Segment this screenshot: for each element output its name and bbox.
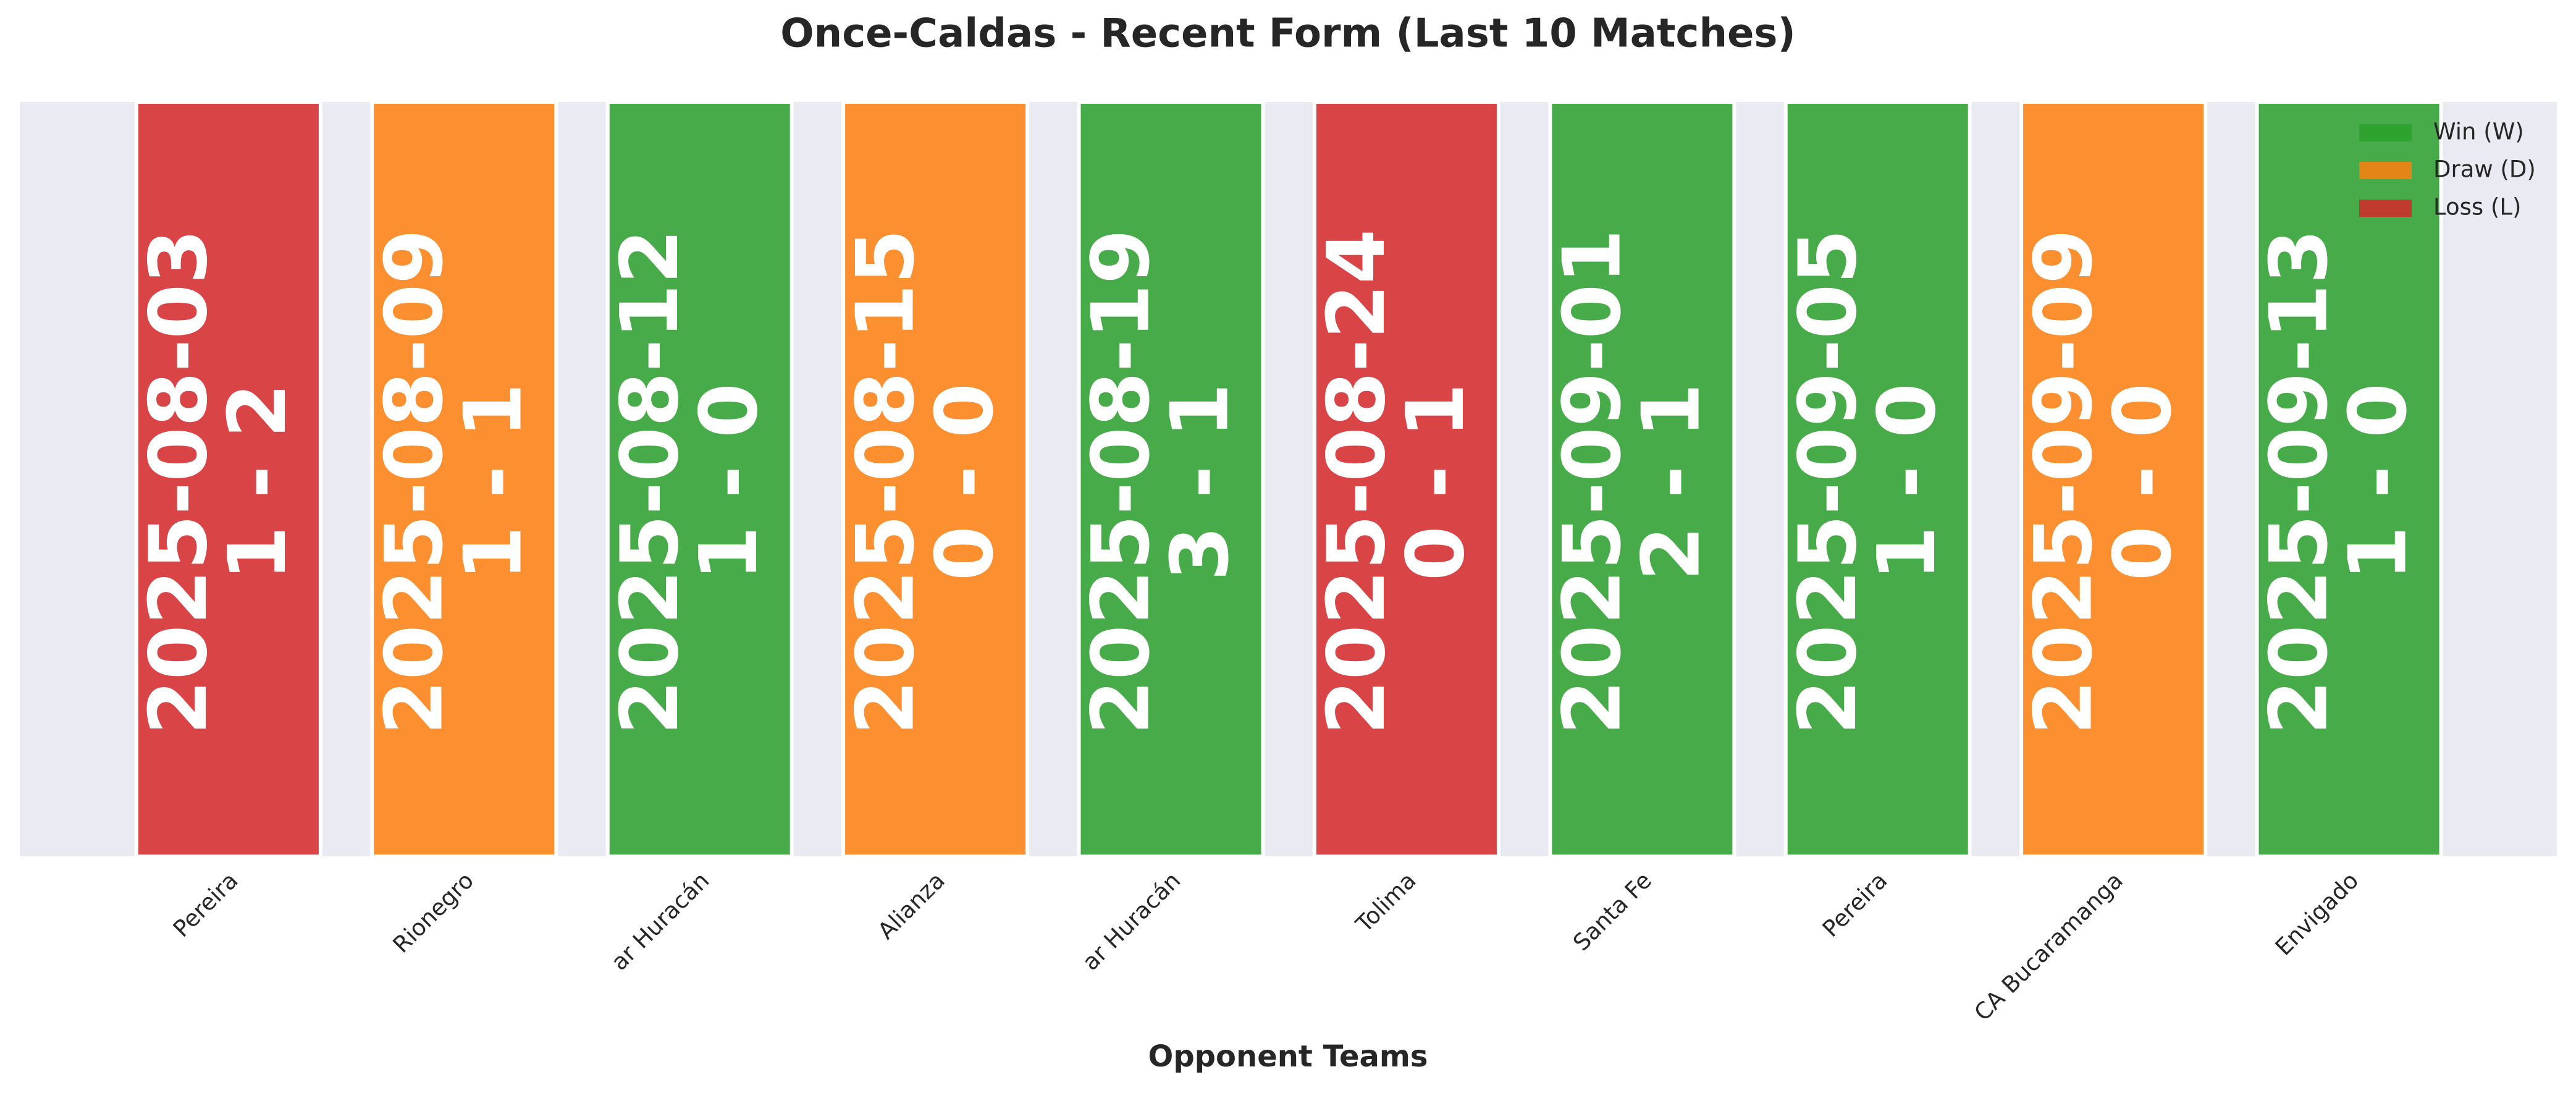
match-bar — [1312, 100, 1501, 858]
match-bar — [2255, 100, 2443, 858]
x-tick-label: ar Huracán — [606, 867, 715, 976]
match-score: 1 - 0 — [1861, 383, 1953, 581]
match-bar — [605, 100, 794, 858]
legend-swatch — [2359, 200, 2412, 217]
legend-swatch — [2359, 162, 2412, 179]
match-bar — [1077, 100, 1265, 858]
match-date: 2025-08-09 — [368, 229, 460, 735]
x-tick-label: Pereira — [1817, 867, 1893, 942]
match-bar — [841, 100, 1030, 858]
match-date: 2025-09-09 — [2018, 229, 2110, 735]
match-date: 2025-08-12 — [604, 229, 696, 735]
legend-label: Draw (D) — [2433, 156, 2536, 183]
legend-swatch — [2359, 124, 2412, 141]
match-score: 1 - 1 — [447, 383, 539, 581]
match-bar — [1783, 100, 1972, 858]
match-bar — [370, 100, 558, 858]
match-score: 0 - 0 — [919, 383, 1011, 581]
chart-title: Once-Caldas - Recent Form (Last 10 Match… — [780, 11, 1796, 57]
match-date: 2025-08-24 — [1311, 229, 1403, 735]
legend-label: Win (W) — [2433, 119, 2524, 145]
match-score: 2 - 1 — [1625, 383, 1717, 581]
match-score: 3 - 1 — [1155, 383, 1247, 581]
match-score: 0 - 0 — [2097, 383, 2189, 581]
match-bar — [134, 100, 322, 858]
match-date: 2025-08-03 — [133, 229, 225, 735]
match-date: 2025-09-05 — [1782, 229, 1874, 735]
x-tick-label: CA Bucaramanga — [1969, 867, 2128, 1026]
match-date: 2025-09-13 — [2254, 229, 2346, 735]
x-tick-label: ar Huracán — [1077, 867, 1186, 976]
x-tick-label: Tolima — [1350, 867, 1421, 938]
x-axis-label: Opponent Teams — [1148, 1039, 1428, 1074]
match-bar — [1548, 100, 1736, 858]
x-tick-label: Alianza — [873, 867, 950, 944]
legend-label: Loss (L) — [2433, 194, 2521, 221]
match-date: 2025-08-15 — [840, 229, 932, 735]
x-tick-label: Pereira — [168, 867, 243, 942]
match-date: 2025-09-01 — [1546, 229, 1638, 735]
x-tick-label: Envigado — [2270, 867, 2364, 961]
match-score: 0 - 1 — [1390, 383, 1482, 581]
x-tick-label: Rionegro — [388, 867, 479, 958]
match-score: 1 - 0 — [683, 383, 775, 581]
match-score: 1 - 2 — [212, 383, 304, 581]
match-score: 1 - 0 — [2333, 383, 2425, 581]
x-tick-label: Santa Fe — [1568, 867, 1657, 956]
match-bar — [2019, 100, 2208, 858]
match-date: 2025-08-19 — [1075, 229, 1168, 735]
